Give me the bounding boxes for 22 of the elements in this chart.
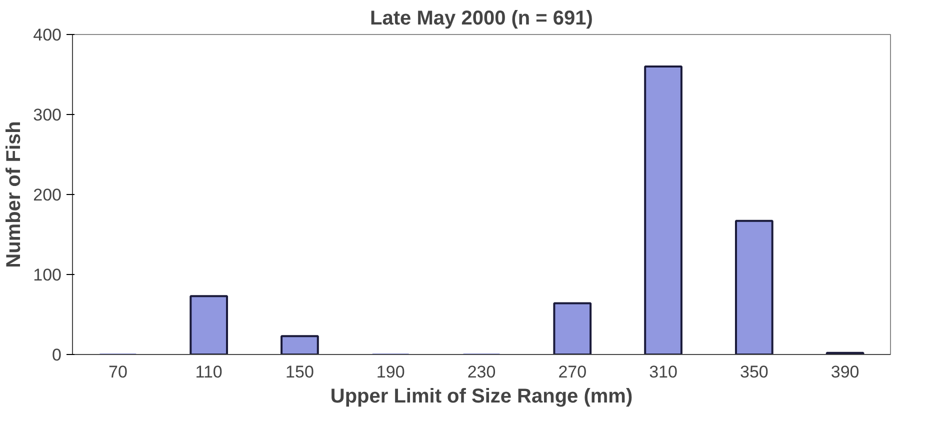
x-tick-label: 270 bbox=[558, 362, 587, 382]
bar bbox=[734, 220, 774, 354]
y-axis-title: Number of Fish bbox=[3, 121, 26, 268]
bar bbox=[644, 66, 682, 354]
y-tick-label: 0 bbox=[52, 346, 62, 364]
x-tick-label: 190 bbox=[376, 362, 405, 382]
x-axis-title: Upper Limit of Size Range (mm) bbox=[330, 386, 633, 408]
chart-title: Late May 2000 (n = 691) bbox=[370, 8, 593, 30]
y-tick-label: 300 bbox=[33, 106, 62, 124]
y-tick-label: 200 bbox=[33, 186, 62, 204]
x-tick-label: 350 bbox=[740, 362, 768, 382]
y-tick-label: 100 bbox=[33, 266, 62, 284]
x-tick-label: 230 bbox=[467, 362, 496, 382]
x-tick-label: 310 bbox=[649, 362, 678, 382]
x-tick-label: 390 bbox=[830, 362, 860, 382]
bar bbox=[553, 302, 592, 354]
y-tick-label: 400 bbox=[33, 26, 62, 44]
bar bbox=[190, 295, 228, 354]
bar bbox=[280, 335, 319, 354]
x-tick-label: 150 bbox=[286, 362, 314, 382]
x-tick-label: 110 bbox=[195, 362, 222, 382]
x-tick-label: 70 bbox=[108, 362, 128, 382]
